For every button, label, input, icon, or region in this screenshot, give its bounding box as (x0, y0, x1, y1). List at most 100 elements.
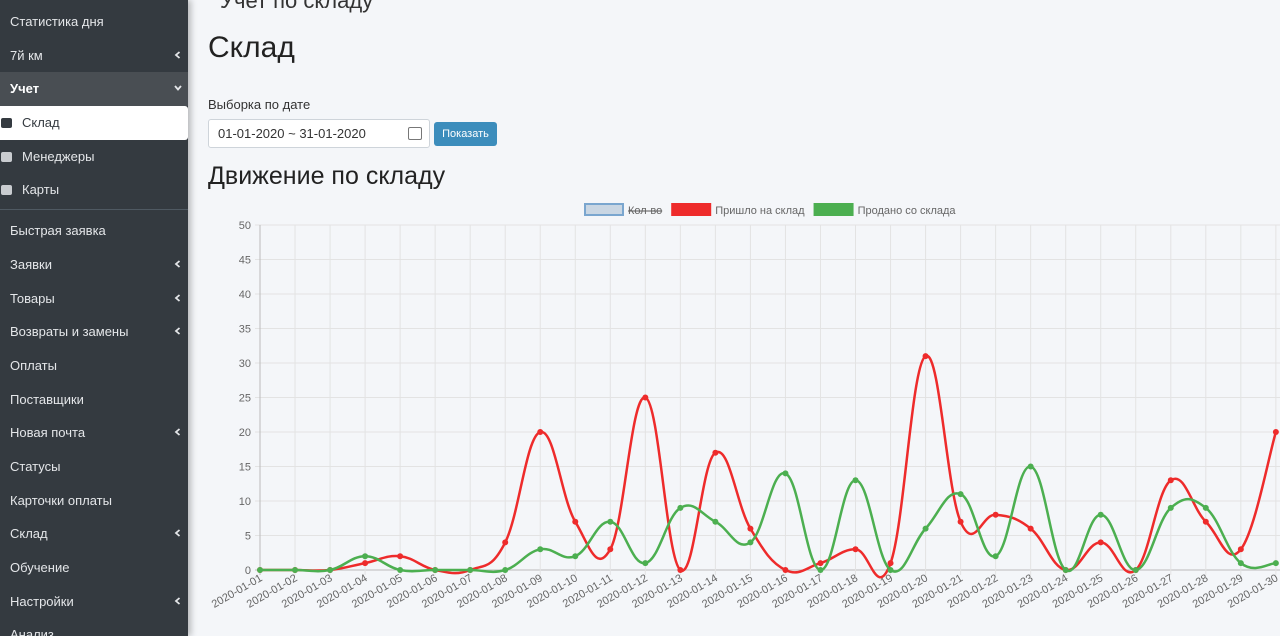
menu-item[interactable]: Возвраты и замены (0, 315, 188, 349)
point (1062, 567, 1069, 573)
legend-swatch (671, 203, 712, 216)
menu-label: Настройки (10, 593, 74, 609)
point (1272, 560, 1279, 567)
point (537, 429, 544, 435)
menu-label: Поставщики (10, 391, 84, 407)
point (1237, 546, 1244, 553)
menu-item[interactable]: Быстрая заявка (0, 214, 188, 248)
point (957, 491, 964, 498)
menu-label: Обучение (10, 560, 70, 575)
point (362, 553, 369, 560)
menu-item[interactable]: Оплаты (0, 349, 188, 383)
show-button[interactable]: Показать (434, 122, 497, 146)
point (887, 560, 894, 567)
chevron (174, 293, 181, 302)
menu-item[interactable]: Заявки (0, 248, 188, 282)
menu-label: Статистика дня (10, 14, 104, 29)
point (1272, 429, 1279, 435)
point (922, 353, 929, 360)
menu-item[interactable]: Новая почта (0, 416, 188, 450)
point (607, 546, 614, 553)
separator (0, 209, 188, 211)
menu-label: Новая почта (10, 425, 86, 441)
menu-label: Карточки оплаты (10, 492, 112, 508)
menu-item[interactable]: Товары (0, 282, 188, 316)
chevron (174, 327, 181, 335)
point (887, 567, 894, 573)
y-tick-label: 15 (239, 462, 251, 474)
submenu-item[interactable]: Склад (0, 106, 188, 140)
chevron (174, 428, 181, 436)
point (537, 546, 544, 553)
date-input[interactable]: 01-01-2020 ~ 31-01-2020 (208, 119, 430, 148)
menu-label: Заявки (10, 256, 52, 272)
point (502, 567, 509, 573)
y-tick-label: 20 (239, 427, 251, 439)
point (782, 470, 789, 477)
menu-label: Статусы (10, 458, 61, 474)
menu-label: Быстрая заявка (10, 223, 106, 239)
point (257, 567, 263, 573)
point (1237, 560, 1244, 567)
point (467, 567, 474, 573)
menu-label: Карты (22, 182, 60, 198)
legend-swatch (813, 203, 854, 216)
chevron (174, 260, 181, 268)
sidebar: Статистика дня 7й км Учет Склад Менеджеры Кар… (0, 0, 188, 636)
point (712, 449, 719, 456)
menu-item[interactable]: Поставщики (0, 383, 188, 417)
menu-item[interactable]: Анализ (0, 618, 188, 636)
line (260, 354, 1278, 579)
legend-label: Продано со склада (858, 205, 957, 217)
point (432, 567, 439, 573)
chevron (174, 529, 181, 537)
y-tick-label: 5 (245, 531, 251, 543)
chevron (174, 597, 181, 605)
menu-label: Склад (22, 115, 60, 131)
point (817, 560, 824, 567)
point (817, 567, 824, 573)
point (572, 553, 579, 560)
menu-item[interactable]: Настройки (0, 585, 188, 619)
point (992, 511, 999, 518)
submenu-item[interactable]: Менеджеры (0, 140, 188, 174)
point (502, 539, 509, 546)
point (922, 525, 929, 532)
point (677, 504, 684, 511)
y-tick-label: 25 (239, 393, 251, 405)
y-tick-label: 50 (239, 220, 251, 232)
submenu-item[interactable]: Карты (0, 173, 188, 207)
point (1097, 539, 1104, 546)
point (1027, 525, 1034, 532)
section-title: Движение по складу (208, 162, 446, 190)
point (642, 560, 649, 567)
point (327, 567, 334, 573)
menu-label: Товары (10, 290, 55, 306)
point (852, 477, 859, 484)
menu-item[interactable]: 7й км (0, 39, 188, 73)
menu-item[interactable]: Склад (0, 517, 188, 551)
point (957, 518, 964, 525)
point (992, 553, 999, 560)
legend-swatch (584, 203, 624, 216)
menu-item[interactable]: Статусы (0, 450, 188, 484)
y-tick-label: 10 (239, 496, 251, 508)
point (397, 567, 404, 573)
chevron (174, 51, 181, 59)
menu-label: Менеджеры (22, 148, 95, 164)
y-tick-label: 0 (245, 565, 251, 577)
menu-label: Возвраты и замены (10, 324, 129, 340)
point (1202, 518, 1209, 525)
calendar-icon (408, 127, 422, 140)
menu-item[interactable]: Статистика дня (0, 5, 188, 39)
date-range: 01-01-2020 ~ 31-01-2020 (218, 126, 366, 141)
point (397, 553, 404, 560)
menu-item[interactable]: Обучение (0, 551, 188, 585)
filter-label: Выборка по дате (208, 97, 311, 112)
menu-icon (1, 185, 12, 196)
menu-item[interactable]: Учет (0, 72, 188, 107)
legend-label: Пришло на склад (715, 205, 805, 217)
menu-label: Склад (10, 526, 48, 542)
menu-item[interactable]: Карточки оплаты (0, 484, 188, 518)
